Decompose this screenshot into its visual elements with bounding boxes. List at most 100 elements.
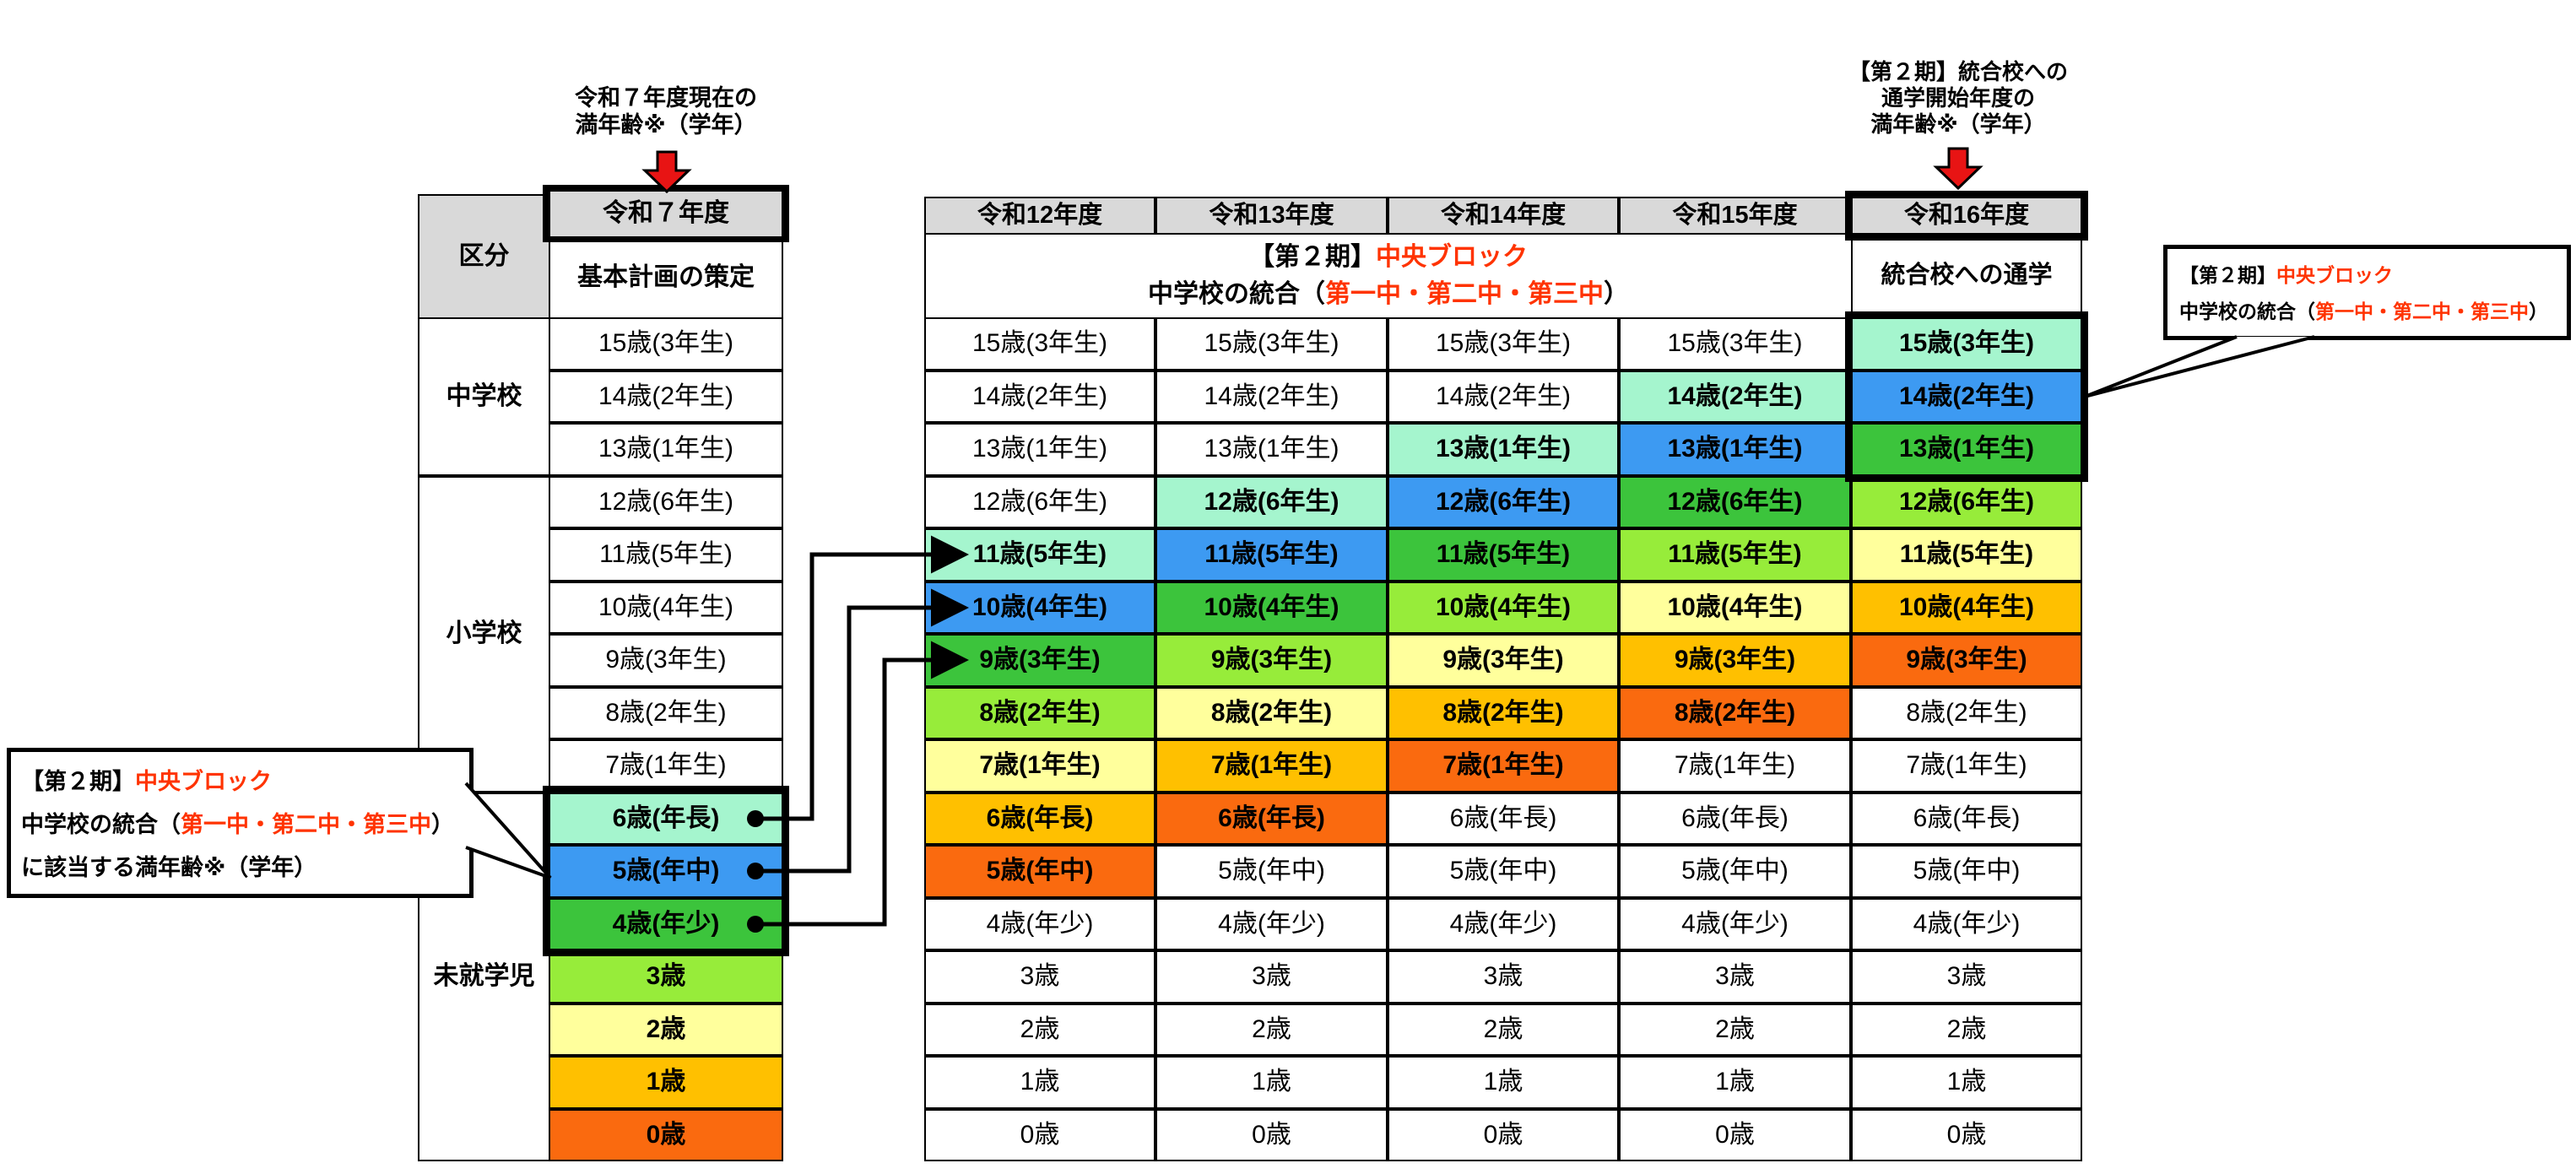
callout-left: 【第２期】中央ブロック 中学校の統合（第一中・第二中・第三中） に該当する満年齢… <box>7 748 474 898</box>
right-table-cell-c1-r12: 3歳 <box>1155 950 1388 1004</box>
right-table-cell-c3-r11: 4歳(年少) <box>1619 897 1851 950</box>
banner-line2: 中学校の統合（第一中・第二中・第三中） <box>1148 280 1629 308</box>
left-table-age-cell-r3: 12歳(6年生) <box>549 475 783 528</box>
right-table-cell-c3-r3: 12歳(6年生) <box>1619 475 1851 528</box>
right-table-cell-c1-r13: 2歳 <box>1155 1003 1388 1056</box>
right-table-cell-c4-r4: 11歳(5年生) <box>1851 528 2082 582</box>
left-table-age-cell-r9: 6歳(年長) <box>549 792 783 845</box>
left-table-age-cell-r7: 8歳(2年生) <box>549 686 783 739</box>
right-table-cell-c4-r2: 13歳(1年生) <box>1851 423 2082 476</box>
right-table-cell-c4-r0: 15歳(3年生) <box>1851 317 2082 371</box>
left-table-age-cell-r0: 15歳(3年生) <box>549 317 783 371</box>
right-table-cell-c4-r5: 10歳(4年生) <box>1851 581 2082 634</box>
right-table-cell-c0-r1: 14歳(2年生) <box>924 370 1155 423</box>
callout-right-block-name: 中央ブロック <box>2276 264 2393 286</box>
right-table-cell-c2-r4: 11歳(5年生) <box>1388 528 1619 582</box>
left-table-age-cell-r11: 4歳(年少) <box>549 897 783 950</box>
right-table-cell-c0-r7: 8歳(2年生) <box>924 686 1155 739</box>
right-table-year-header-2: 令和14年度 <box>1388 197 1619 235</box>
left-table-age-cell-r4: 11歳(5年生) <box>549 528 783 582</box>
right-table-cell-c1-r6: 9歳(3年生) <box>1155 634 1388 687</box>
annotation-current-age: 令和７年度現在の 満年齢※（学年） <box>531 84 801 138</box>
right-table-cell-c2-r3: 12歳(6年生) <box>1388 475 1619 528</box>
right-table-cell-c4-r15: 0歳 <box>1851 1108 2082 1161</box>
callout-left-block-name: 中央ブロック <box>135 769 272 794</box>
right-table-year-header-0: 令和12年度 <box>924 197 1155 235</box>
right-table-cell-c3-r4: 11歳(5年生) <box>1619 528 1851 582</box>
right-table-year-header-3: 令和15年度 <box>1619 197 1851 235</box>
right-table-cell-c0-r2: 13歳(1年生) <box>924 423 1155 476</box>
right-table-cell-c0-r8: 7歳(1年生) <box>924 739 1155 793</box>
left-table-group-1: 小学校 <box>418 475 550 793</box>
right-table-cell-c3-r9: 6歳(年長) <box>1619 792 1851 845</box>
red-down-arrow-icon-left <box>641 150 692 194</box>
right-table-cell-c1-r2: 13歳(1年生) <box>1155 423 1388 476</box>
right-table-cell-c1-r8: 7歳(1年生) <box>1155 739 1388 793</box>
callout-left-line1: 【第２期】中央ブロック <box>21 769 272 794</box>
right-table-cell-c3-r12: 3歳 <box>1619 950 1851 1004</box>
right-table-final-column-cell: 統合校への通学 <box>1851 233 2082 319</box>
right-table-cell-c3-r5: 10歳(4年生) <box>1619 581 1851 634</box>
right-table-cell-c1-r11: 4歳(年少) <box>1155 897 1388 950</box>
right-table-cell-c1-r4: 11歳(5年生) <box>1155 528 1388 582</box>
right-table-cell-c4-r8: 7歳(1年生) <box>1851 739 2082 793</box>
callout-left-line3: に該当する満年齢※（学年） <box>21 855 317 880</box>
right-table-cell-c3-r14: 1歳 <box>1619 1056 1851 1109</box>
right-table-cell-c3-r15: 0歳 <box>1619 1108 1851 1161</box>
right-table-cell-c3-r0: 15歳(3年生) <box>1619 317 1851 371</box>
right-table-cell-c2-r10: 5歳(年中) <box>1388 845 1619 898</box>
banner-block-name: 中央ブロック <box>1376 243 1528 271</box>
right-table-banner-cell: 【第２期】中央ブロック 中学校の統合（第一中・第二中・第三中） <box>924 233 1853 319</box>
annotation-current-age-line1: 令和７年度現在の <box>575 85 757 111</box>
callout-right-line1: 【第２期】中央ブロック <box>2179 264 2393 286</box>
callout-right-line2: 中学校の統合（第一中・第二中・第三中） <box>2179 300 2548 322</box>
callout-right-school-names: 第一中・第二中・第三中 <box>2315 300 2529 322</box>
right-table-cell-c1-r10: 5歳(年中) <box>1155 845 1388 898</box>
right-table-cell-c4-r3: 12歳(6年生) <box>1851 475 2082 528</box>
right-table-cell-c3-r8: 7歳(1年生) <box>1619 739 1851 793</box>
right-table-cell-c2-r5: 10歳(4年生) <box>1388 581 1619 634</box>
left-table-age-cell-r1: 14歳(2年生) <box>549 370 783 423</box>
annotation-entry-age-line3: 満年齢※（学年） <box>1870 111 2046 137</box>
left-table-group-0: 中学校 <box>418 317 550 476</box>
right-table-cell-c0-r14: 1歳 <box>924 1056 1155 1109</box>
right-table-cell-c0-r10: 5歳(年中) <box>924 845 1155 898</box>
right-table-year-header-4: 令和16年度 <box>1851 197 2082 235</box>
left-table-age-cell-r6: 9歳(3年生) <box>549 634 783 687</box>
right-table-cell-c0-r12: 3歳 <box>924 950 1155 1004</box>
left-table-year-header: 令和７年度 <box>549 190 783 238</box>
right-table-cell-c0-r15: 0歳 <box>924 1108 1155 1161</box>
right-table-cell-c2-r9: 6歳(年長) <box>1388 792 1619 845</box>
left-table-age-cell-r10: 5歳(年中) <box>549 845 783 898</box>
right-table-cell-c0-r0: 15歳(3年生) <box>924 317 1155 371</box>
right-table-cell-c4-r1: 14歳(2年生) <box>1851 370 2082 423</box>
right-table-cell-c2-r7: 8歳(2年生) <box>1388 686 1619 739</box>
right-table-cell-c1-r1: 14歳(2年生) <box>1155 370 1388 423</box>
right-table-cell-c0-r4: 11歳(5年生) <box>924 528 1155 582</box>
right-table-cell-c3-r1: 14歳(2年生) <box>1619 370 1851 423</box>
right-table-cell-c1-r7: 8歳(2年生) <box>1155 686 1388 739</box>
annotation-current-age-line2: 満年齢※（学年） <box>575 112 757 138</box>
left-table-age-cell-r12: 3歳 <box>549 950 783 1004</box>
right-table-cell-c1-r3: 12歳(6年生) <box>1155 475 1388 528</box>
right-table-cell-c4-r14: 1歳 <box>1851 1056 2082 1109</box>
left-table-corner-cell: 区分 <box>418 194 550 319</box>
right-table-cell-c1-r0: 15歳(3年生) <box>1155 317 1388 371</box>
banner-school-names: 第一中・第二中・第三中 <box>1325 280 1604 308</box>
right-table-cell-c4-r9: 6歳(年長) <box>1851 792 2082 845</box>
annotation-entry-age-line1: 【第２期】統合校への <box>1848 59 2068 84</box>
right-table-cell-c2-r13: 2歳 <box>1388 1003 1619 1056</box>
annotation-entry-age-line2: 通学開始年度の <box>1881 85 2035 111</box>
right-table-cell-c2-r1: 14歳(2年生) <box>1388 370 1619 423</box>
right-table-cell-c2-r12: 3歳 <box>1388 950 1619 1004</box>
right-table-cell-c2-r2: 13歳(1年生) <box>1388 423 1619 476</box>
right-table-cell-c1-r14: 1歳 <box>1155 1056 1388 1109</box>
right-table-cell-c2-r6: 9歳(3年生) <box>1388 634 1619 687</box>
right-table-cell-c0-r11: 4歳(年少) <box>924 897 1155 950</box>
right-table-cell-c2-r8: 7歳(1年生) <box>1388 739 1619 793</box>
callout-right: 【第２期】中央ブロック 中学校の統合（第一中・第二中・第三中） <box>2163 245 2571 340</box>
callout-left-line2: 中学校の統合（第一中・第二中・第三中） <box>21 812 454 837</box>
right-table-cell-c1-r9: 6歳(年長) <box>1155 792 1388 845</box>
right-table-cell-c4-r7: 8歳(2年生) <box>1851 686 2082 739</box>
